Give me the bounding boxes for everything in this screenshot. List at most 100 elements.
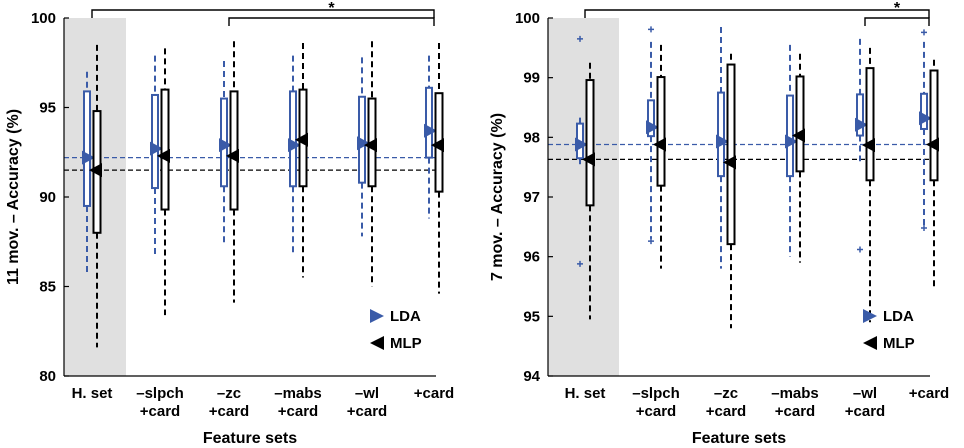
lda-box <box>151 93 159 190</box>
mlp-median-marker <box>582 152 595 167</box>
significance-bracket <box>228 17 435 26</box>
legend-lda-label: LDA <box>883 308 914 325</box>
x-tick-label: +card <box>140 403 180 420</box>
y-tick-label: 80 <box>39 368 56 385</box>
legend-lda-marker <box>370 309 384 323</box>
lda-outlier <box>648 238 654 245</box>
mlp-median-marker <box>157 148 170 163</box>
x-axis-label: Feature sets <box>203 430 297 447</box>
lda-outlier <box>857 246 863 253</box>
lda-box <box>856 93 864 137</box>
x-tick-label: +card <box>347 403 387 420</box>
mlp-median-marker <box>295 132 308 147</box>
x-tick-label: +card <box>209 403 249 420</box>
lda-median-marker <box>919 111 932 126</box>
mlp-box <box>865 67 875 182</box>
x-tick-label: +card <box>845 403 885 420</box>
significance-bracket <box>864 17 930 26</box>
mlp-box <box>929 69 939 182</box>
lda-box <box>647 99 655 138</box>
y-tick-label: 100 <box>515 10 540 27</box>
x-tick-label: –mabs <box>274 385 322 402</box>
y-axis-label: 7 mov. – Accuracy (%) <box>489 113 506 281</box>
lda-median-marker <box>855 117 868 132</box>
mlp-box <box>160 88 170 211</box>
x-tick-label: H. set <box>72 385 113 402</box>
mlp-median-marker <box>89 163 102 178</box>
lda-median-marker <box>424 123 437 138</box>
lda-median-marker <box>150 141 163 156</box>
x-tick-label: –slpch <box>136 385 184 402</box>
y-tick-label: 99 <box>523 70 540 87</box>
significance-bracket <box>91 9 435 18</box>
lda-median-marker <box>219 138 232 153</box>
y-tick-label: 90 <box>39 189 56 206</box>
lda-outlier <box>648 26 654 33</box>
lda-outlier <box>577 260 583 267</box>
mlp-median-marker <box>226 148 239 163</box>
baseline-shade <box>548 18 619 376</box>
x-tick-label: +card <box>706 403 746 420</box>
x-tick-label: –wl <box>853 385 877 402</box>
mlp-median-marker <box>792 128 805 143</box>
x-tick-label: –mabs <box>771 385 819 402</box>
mlp-box <box>656 76 666 187</box>
lda-box <box>425 86 433 159</box>
x-tick-label: –slpch <box>632 385 680 402</box>
mlp-median-marker <box>364 138 377 153</box>
mlp-median-marker <box>431 138 444 153</box>
legend-mlp-label: MLP <box>883 335 915 352</box>
lda-outlier <box>921 29 927 36</box>
legend-mlp-marker <box>370 336 384 350</box>
mlp-box <box>795 75 805 173</box>
lda-median-marker <box>288 138 301 153</box>
x-tick-label: +card <box>636 403 676 420</box>
lda-box <box>920 92 928 130</box>
lda-median-marker <box>646 120 659 135</box>
x-tick-label: –wl <box>355 385 379 402</box>
x-tick-label: +card <box>775 403 815 420</box>
lda-outlier <box>577 35 583 42</box>
x-tick-label: +card <box>414 385 454 402</box>
significance-bracket <box>584 9 930 18</box>
x-tick-label: –zc <box>714 385 738 402</box>
legend-mlp-label: MLP <box>390 335 422 352</box>
significance-star: * <box>328 0 335 17</box>
mlp-median-marker <box>653 137 666 152</box>
lda-box <box>717 91 725 178</box>
lda-median-marker <box>82 150 95 165</box>
x-tick-label: +card <box>909 385 949 402</box>
x-tick-label: +card <box>278 403 318 420</box>
legend-mlp-marker <box>863 336 877 350</box>
legend-lda-marker <box>863 309 877 323</box>
y-tick-label: 85 <box>39 279 56 296</box>
y-tick-label: 98 <box>523 129 540 146</box>
lda-median-marker <box>716 134 729 149</box>
mlp-median-marker <box>862 138 875 153</box>
lda-box <box>289 90 297 188</box>
mlp-median-marker <box>723 155 736 170</box>
y-tick-label: 95 <box>39 100 56 117</box>
y-tick-label: 95 <box>523 308 540 325</box>
lda-median-marker <box>785 134 798 149</box>
x-tick-label: –zc <box>217 385 241 402</box>
mlp-median-marker <box>926 137 939 152</box>
significance-star: * <box>894 0 901 17</box>
lda-outlier <box>921 225 927 232</box>
y-axis-label: 11 mov. – Accuracy (%) <box>5 109 22 285</box>
y-tick-label: 96 <box>523 249 540 266</box>
y-tick-label: 97 <box>523 189 540 206</box>
lda-box <box>83 90 91 207</box>
x-tick-label: H. set <box>565 385 606 402</box>
y-tick-label: 94 <box>523 368 540 385</box>
lda-box <box>786 94 794 178</box>
legend-lda-label: LDA <box>390 308 421 325</box>
mlp-box <box>726 63 736 246</box>
mlp-box <box>585 79 595 207</box>
y-tick-label: 100 <box>31 10 56 27</box>
x-axis-label: Feature sets <box>692 430 786 447</box>
lda-median-marker <box>575 137 588 152</box>
